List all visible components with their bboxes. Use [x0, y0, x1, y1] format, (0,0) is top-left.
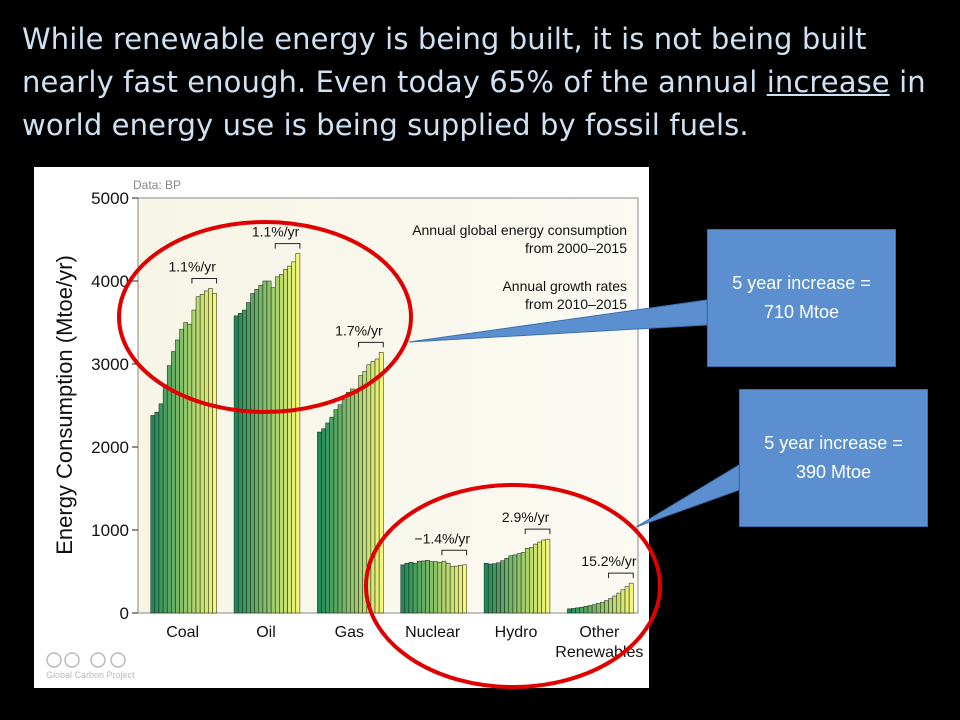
chart-legend-text: Annual global energy consumption from 20… — [412, 222, 627, 312]
category-label: Hydro — [495, 624, 538, 641]
growth-rate-label: −1.4%/yr — [414, 530, 470, 546]
category-label: Coal — [166, 624, 199, 641]
title-underlined-word: increase — [766, 65, 890, 99]
growth-bracket — [441, 549, 468, 556]
callout-2-line-2: 390 Mtoe — [795, 462, 872, 482]
callout-1-line-1: 5 year increase = — [732, 273, 871, 293]
bar-group-nuclear: −1.4%/yr Nuclear — [400, 530, 470, 641]
callout-lowcarbon-increase: 5 year increase = 390 Mtoe — [739, 389, 928, 527]
cc-icon — [46, 652, 62, 668]
y-axis-label: Energy Consumption (Mtoe/yr) — [52, 255, 77, 555]
credit-label: Global Carbon Project — [46, 670, 135, 680]
y-tick-label: 2000 — [91, 438, 129, 457]
cc-license-icons — [46, 652, 126, 668]
source-label: Data: BP — [133, 178, 181, 192]
y-tick-label: 0 — [120, 604, 129, 623]
growth-bracket — [274, 243, 301, 249]
category-label-line2: Renewables — [555, 644, 643, 661]
y-tick-label: 4000 — [91, 272, 129, 291]
growth-rate-label: 1.7%/yr — [335, 322, 383, 338]
y-axis: 0 1000 2000 3000 4000 5000 — [91, 189, 138, 623]
bar — [462, 564, 467, 614]
growth-bracket — [191, 277, 218, 284]
growth-rate-label: 1.1%/yr — [169, 258, 217, 274]
category-label: Gas — [335, 624, 364, 641]
title-text-1: While renewable energy is being built, i… — [22, 22, 867, 99]
y-tick-label: 3000 — [91, 355, 129, 374]
bar-group-oil: 1.1%/yr Oil — [233, 224, 301, 641]
growth-bracket — [524, 528, 551, 535]
callout-fossil-increase: 5 year increase = 710 Mtoe — [707, 229, 896, 367]
legend-line-1: Annual global energy consumption — [412, 222, 627, 238]
growth-rate-label: 15.2%/yr — [581, 553, 637, 569]
bar-group-gas: 1.7%/yr Gas — [317, 322, 384, 641]
by-icon — [64, 652, 80, 668]
legend-line-3: Annual growth rates — [502, 278, 627, 294]
bar-groups: 1.1%/yr Coal 1.1%/yr Oil 1.7%/yr Gas −1.4%/yr N… — [150, 224, 643, 661]
callout-pointer-1 — [408, 299, 708, 343]
legend-line-2: from 2000–2015 — [525, 240, 627, 256]
growth-bracket — [608, 572, 634, 579]
bar-group-hydro: 2.9%/yr Hydro — [483, 509, 551, 641]
growth-rate-label: 2.9%/yr — [502, 509, 550, 525]
callout-pointer-2 — [635, 464, 740, 528]
callout-1-line-2: 710 Mtoe — [763, 302, 840, 322]
legend-line-4: from 2010–2015 — [525, 296, 627, 312]
bar — [378, 352, 384, 614]
bar — [628, 582, 634, 614]
renewables-highlight-circle — [364, 483, 662, 689]
bar — [295, 253, 301, 614]
y-tick-label: 5000 — [91, 189, 129, 208]
slide-title: While renewable energy is being built, i… — [22, 18, 942, 147]
nc-icon — [90, 652, 106, 668]
callout-2-line-1: 5 year increase = — [764, 433, 903, 453]
growth-bracket — [358, 341, 384, 348]
bar-group-other: 15.2%/yr Other Renewables — [555, 553, 643, 661]
category-label: Oil — [256, 624, 276, 641]
bar — [212, 293, 217, 614]
y-tick-label: 1000 — [91, 521, 129, 540]
growth-rate-label: 1.1%/yr — [252, 224, 300, 240]
energy-bar-chart: Data: BP Energy Consumption (Mtoe/yr) 0 1… — [46, 178, 643, 680]
sa-icon — [110, 652, 126, 668]
title-text-2: in world energy use is being supplied by… — [22, 65, 926, 142]
bar — [545, 538, 551, 614]
category-label: Nuclear — [405, 624, 461, 641]
fossil-highlight-circle — [117, 220, 413, 414]
category-label: Other — [579, 624, 620, 641]
bar-group-coal: 1.1%/yr Coal — [150, 258, 218, 641]
chart-panel: Data: BP Energy Consumption (Mtoe/yr) 0 1… — [34, 167, 649, 688]
